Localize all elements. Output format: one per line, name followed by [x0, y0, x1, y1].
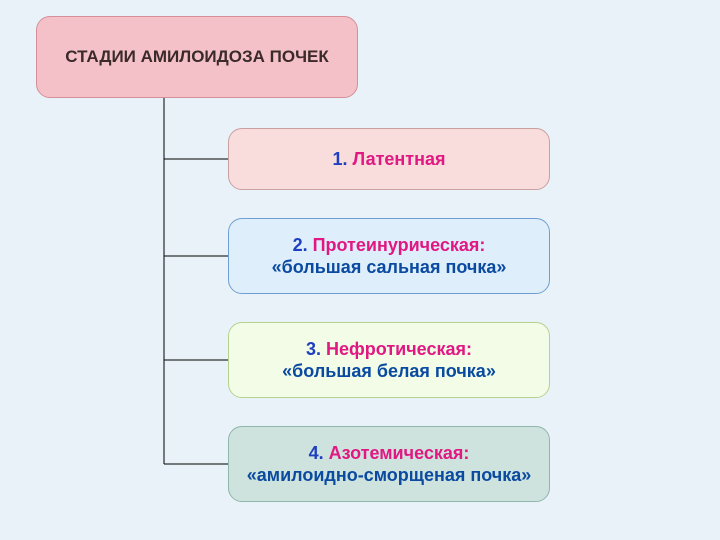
stage-3-title: Нефротическая: — [321, 339, 472, 359]
stage-box-4: 4. Азотемическая:«амилоидно-сморщеная по… — [228, 426, 550, 502]
root-box: СТАДИИ АМИЛОИДОЗА ПОЧЕК — [36, 16, 358, 98]
root-title: СТАДИИ АМИЛОИДОЗА ПОЧЕК — [65, 46, 328, 67]
stage-4-title-line: 4. Азотемическая: — [309, 442, 470, 465]
stage-box-2: 2. Протеинурическая:«большая сальная поч… — [228, 218, 550, 294]
stage-2-title: Протеинурическая: — [308, 235, 486, 255]
stage-4-title: Азотемическая: — [324, 443, 470, 463]
stage-1-title: Латентная — [348, 149, 446, 169]
stage-box-1: 1. Латентная — [228, 128, 550, 190]
stage-4-subtitle: «амилоидно-сморщеная почка» — [247, 464, 532, 487]
stage-3-title-line: 3. Нефротическая: — [306, 338, 472, 361]
stage-2-number: 2. — [293, 235, 308, 255]
stage-box-3: 3. Нефротическая:«большая белая почка» — [228, 322, 550, 398]
stage-2-subtitle: «большая сальная почка» — [272, 256, 507, 279]
stage-1-title-line: 1. Латентная — [332, 148, 445, 171]
stage-1-number: 1. — [332, 149, 347, 169]
stage-2-title-line: 2. Протеинурическая: — [293, 234, 486, 257]
stage-4-number: 4. — [309, 443, 324, 463]
stage-3-number: 3. — [306, 339, 321, 359]
stage-3-subtitle: «большая белая почка» — [282, 360, 496, 383]
